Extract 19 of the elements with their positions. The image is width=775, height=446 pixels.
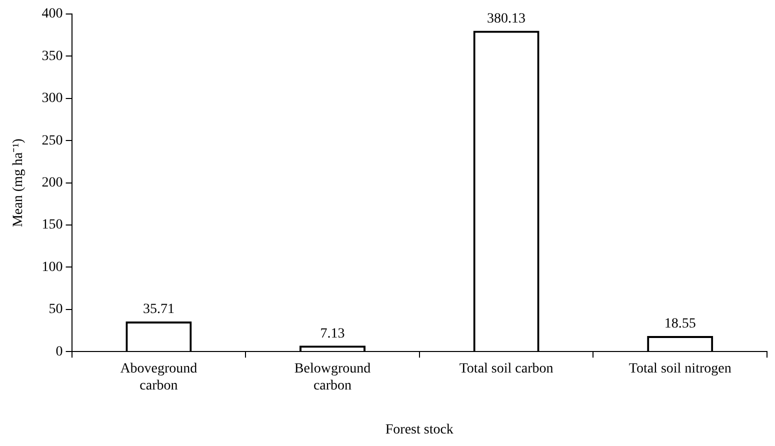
y-tick-label: 400 <box>42 6 63 22</box>
y-axis-title: Mean (mg ha⁻¹) <box>11 138 26 228</box>
x-tick-label: Belowground carbon <box>294 362 371 394</box>
y-tick-label: 150 <box>42 218 63 233</box>
y-tick-label: 350 <box>42 48 63 64</box>
data-label: 35.71 <box>142 302 174 318</box>
x-tick-label: Total soil nitrogen <box>628 362 732 377</box>
y-tick-label: 250 <box>42 133 63 148</box>
data-label: 380.13 <box>487 11 526 26</box>
y-tick-label: 100 <box>42 260 63 275</box>
y-tick-label: 50 <box>48 302 63 318</box>
x-axis-title: Forest stock <box>385 422 454 438</box>
data-label: 18.55 <box>664 316 696 332</box>
x-tick-label: Aboveground carbon <box>120 362 198 394</box>
x-tick-label: Total soil carbon <box>459 362 554 377</box>
y-tick-label: 0 <box>56 344 63 360</box>
y-tick-label: 300 <box>42 91 63 106</box>
y-tick-label: 200 <box>42 175 63 190</box>
data-label: 7.13 <box>320 326 345 342</box>
